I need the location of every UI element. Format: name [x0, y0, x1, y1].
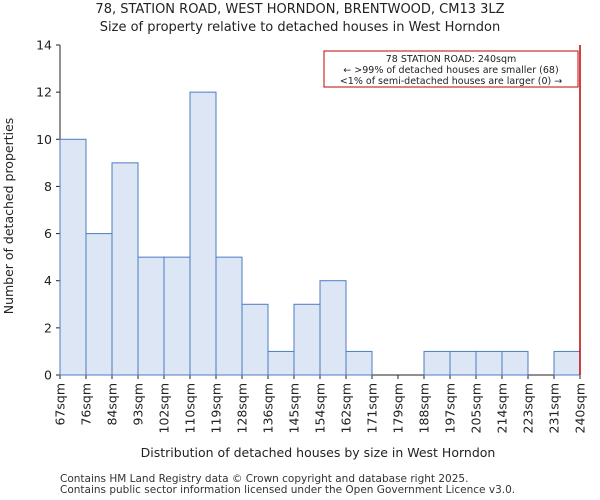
y-axis-label: Number of detached properties: [1, 118, 16, 315]
histogram-bar: [319, 280, 347, 376]
histogram-bar: [189, 91, 217, 376]
x-tick-label: 76sqm: [79, 383, 94, 426]
y-tick-label: 0: [44, 368, 52, 383]
annotation-box: [323, 50, 579, 88]
x-tick-label: 205sqm: [469, 383, 484, 433]
histogram-bar: [267, 350, 295, 376]
y-tick-label: 10: [36, 132, 52, 147]
x-tick-label: 84sqm: [105, 383, 120, 426]
y-tick-label: 12: [36, 85, 52, 100]
footer-copyright: Contains HM Land Registry data © Crown c…: [60, 473, 469, 485]
histogram-bar: [501, 350, 529, 376]
histogram-bar: [293, 303, 321, 376]
x-tick-label: 128sqm: [235, 383, 250, 433]
y-tick-label: 8: [44, 179, 52, 194]
footer-licence: Contains public sector information licen…: [60, 484, 516, 496]
x-tick-label: 154sqm: [313, 383, 328, 433]
annotation-line: <1% of semi-detached houses are larger (…: [340, 76, 562, 87]
y-tick-label: 6: [44, 226, 52, 241]
histogram-bar: [137, 256, 165, 376]
x-tick-label: 93sqm: [131, 383, 146, 426]
x-tick-label: 102sqm: [157, 383, 172, 433]
x-tick-label: 162sqm: [339, 383, 354, 433]
histogram-bar: [85, 233, 113, 376]
histogram-bar: [59, 138, 87, 376]
histogram-bar: [449, 350, 477, 376]
annotation-line: 78 STATION ROAD: 240sqm: [386, 54, 517, 65]
x-tick-label: 171sqm: [365, 383, 380, 433]
histogram-bar: [241, 303, 269, 376]
x-tick-label: 119sqm: [209, 383, 224, 433]
histogram-bar: [215, 256, 243, 376]
x-tick-label: 231sqm: [547, 383, 562, 433]
histogram-bar: [163, 256, 191, 376]
histogram-bar: [111, 162, 139, 376]
x-tick-label: 110sqm: [183, 383, 198, 433]
x-tick-label: 136sqm: [261, 383, 276, 433]
histogram-bar: [553, 350, 581, 376]
histogram-bar: [345, 350, 373, 376]
x-tick-label: 67sqm: [53, 383, 68, 426]
chart-subtitle: Size of property relative to detached ho…: [99, 20, 501, 35]
x-tick-label: 214sqm: [495, 383, 510, 433]
y-tick-label: 4: [44, 273, 52, 288]
x-tick-label: 240sqm: [573, 383, 588, 433]
chart-title: 78, STATION ROAD, WEST HORNDON, BRENTWOO…: [95, 2, 505, 17]
x-axis-label: Distribution of detached houses by size …: [141, 445, 496, 460]
histogram-bar: [423, 350, 451, 376]
x-tick-label: 145sqm: [287, 383, 302, 433]
annotation-line: ← >99% of detached houses are smaller (6…: [343, 65, 558, 76]
x-tick-label: 223sqm: [521, 383, 536, 433]
x-tick-label: 197sqm: [443, 383, 458, 433]
histogram-bar: [475, 350, 503, 376]
x-tick-label: 188sqm: [417, 383, 432, 433]
x-tick-label: 179sqm: [391, 383, 406, 433]
y-tick-label: 2: [44, 320, 52, 335]
y-tick-label: 14: [36, 38, 52, 53]
